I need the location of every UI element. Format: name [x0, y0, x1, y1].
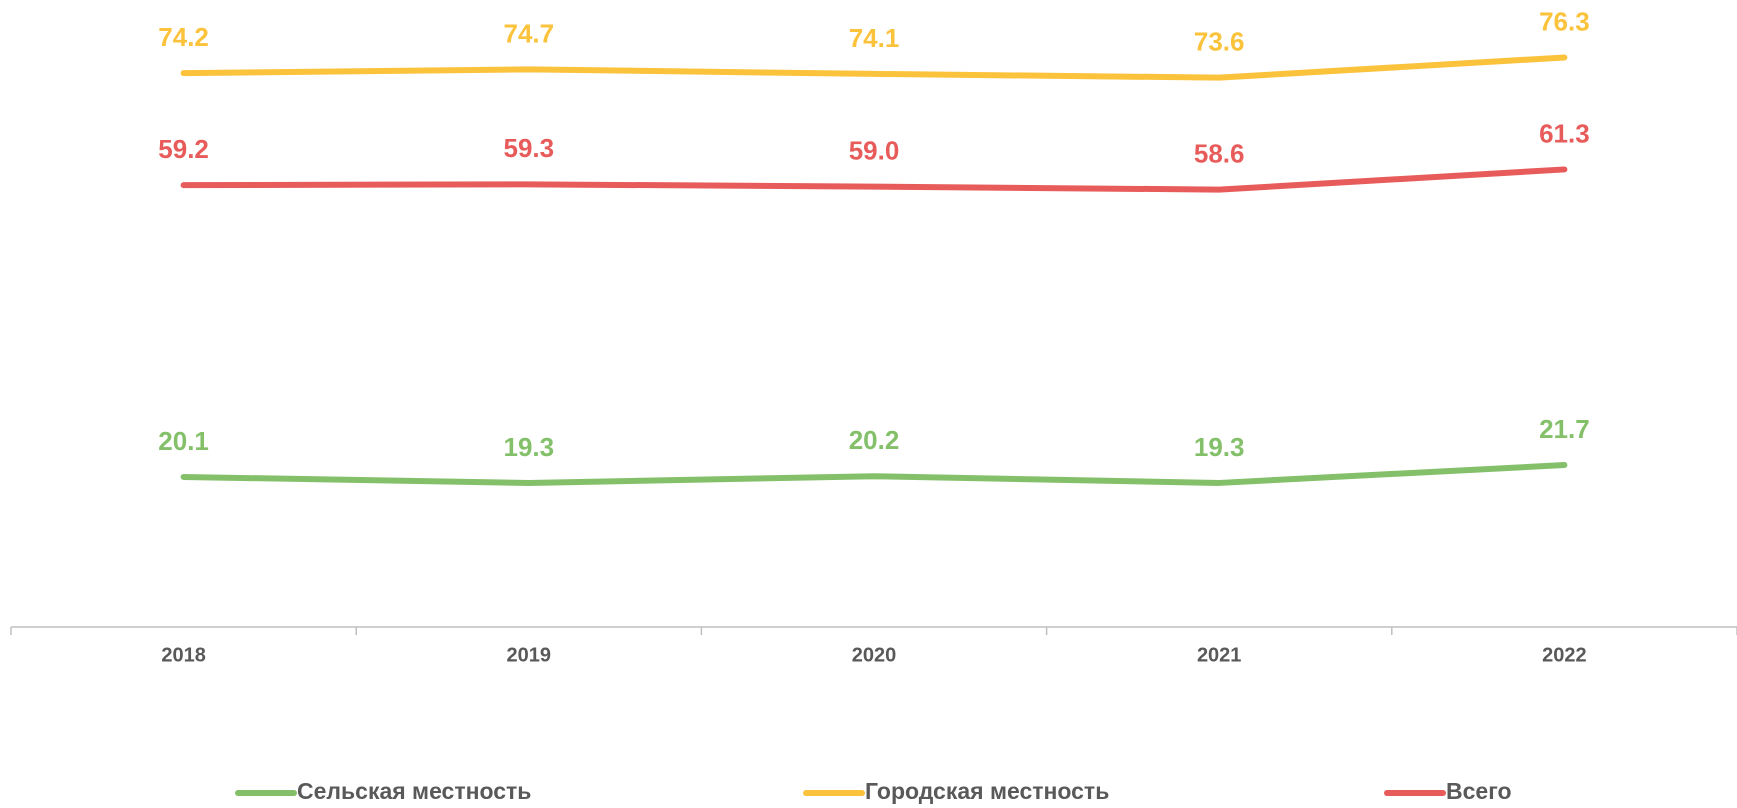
data-label: 59.2 — [158, 134, 209, 164]
data-label: 20.2 — [849, 425, 900, 455]
legend-label: Всего — [1446, 778, 1512, 804]
data-label: 59.3 — [503, 133, 554, 163]
legend-label: Сельская местность — [297, 778, 531, 804]
data-label: 19.3 — [1194, 432, 1245, 462]
series-line — [180, 462, 1568, 486]
x-tick-label: 2020 — [852, 644, 897, 666]
data-label: 73.6 — [1194, 27, 1245, 57]
legend-label: Городская местность — [865, 778, 1109, 804]
data-label: 20.1 — [158, 426, 209, 456]
series-line — [180, 166, 1568, 193]
series-line — [180, 54, 1568, 81]
x-tick-label: 2022 — [1542, 644, 1587, 666]
data-label: 74.1 — [849, 23, 900, 53]
data-label: 61.3 — [1539, 118, 1590, 148]
data-label: 76.3 — [1539, 6, 1590, 36]
data-label: 74.7 — [503, 18, 554, 48]
data-label: 19.3 — [503, 432, 554, 462]
data-label: 74.2 — [158, 22, 209, 52]
x-tick-label: 2018 — [161, 644, 206, 666]
x-tick-label: 2021 — [1197, 644, 1242, 666]
x-tick-label: 2019 — [507, 644, 552, 666]
data-label: 21.7 — [1539, 414, 1590, 444]
data-label: 58.6 — [1194, 138, 1245, 168]
data-label: 59.0 — [849, 135, 900, 165]
